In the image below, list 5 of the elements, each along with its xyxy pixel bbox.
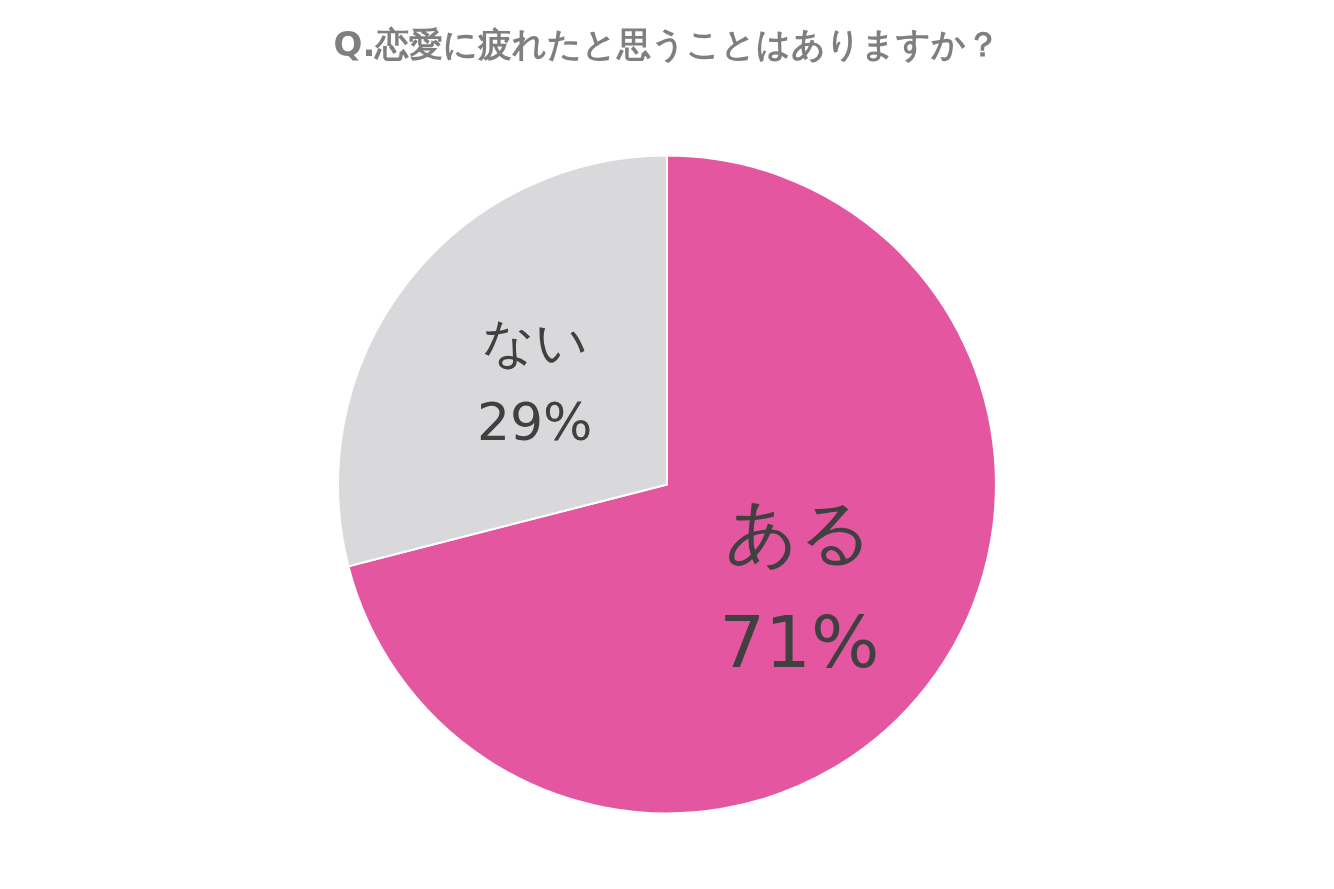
data-label: 29% (476, 391, 593, 452)
slice-label: ある (725, 490, 874, 575)
slice-label: ない (481, 311, 588, 372)
data-label: 71% (719, 600, 880, 685)
chart-title: Q.恋愛に疲れたと思うことはありますか？ (333, 24, 1001, 64)
